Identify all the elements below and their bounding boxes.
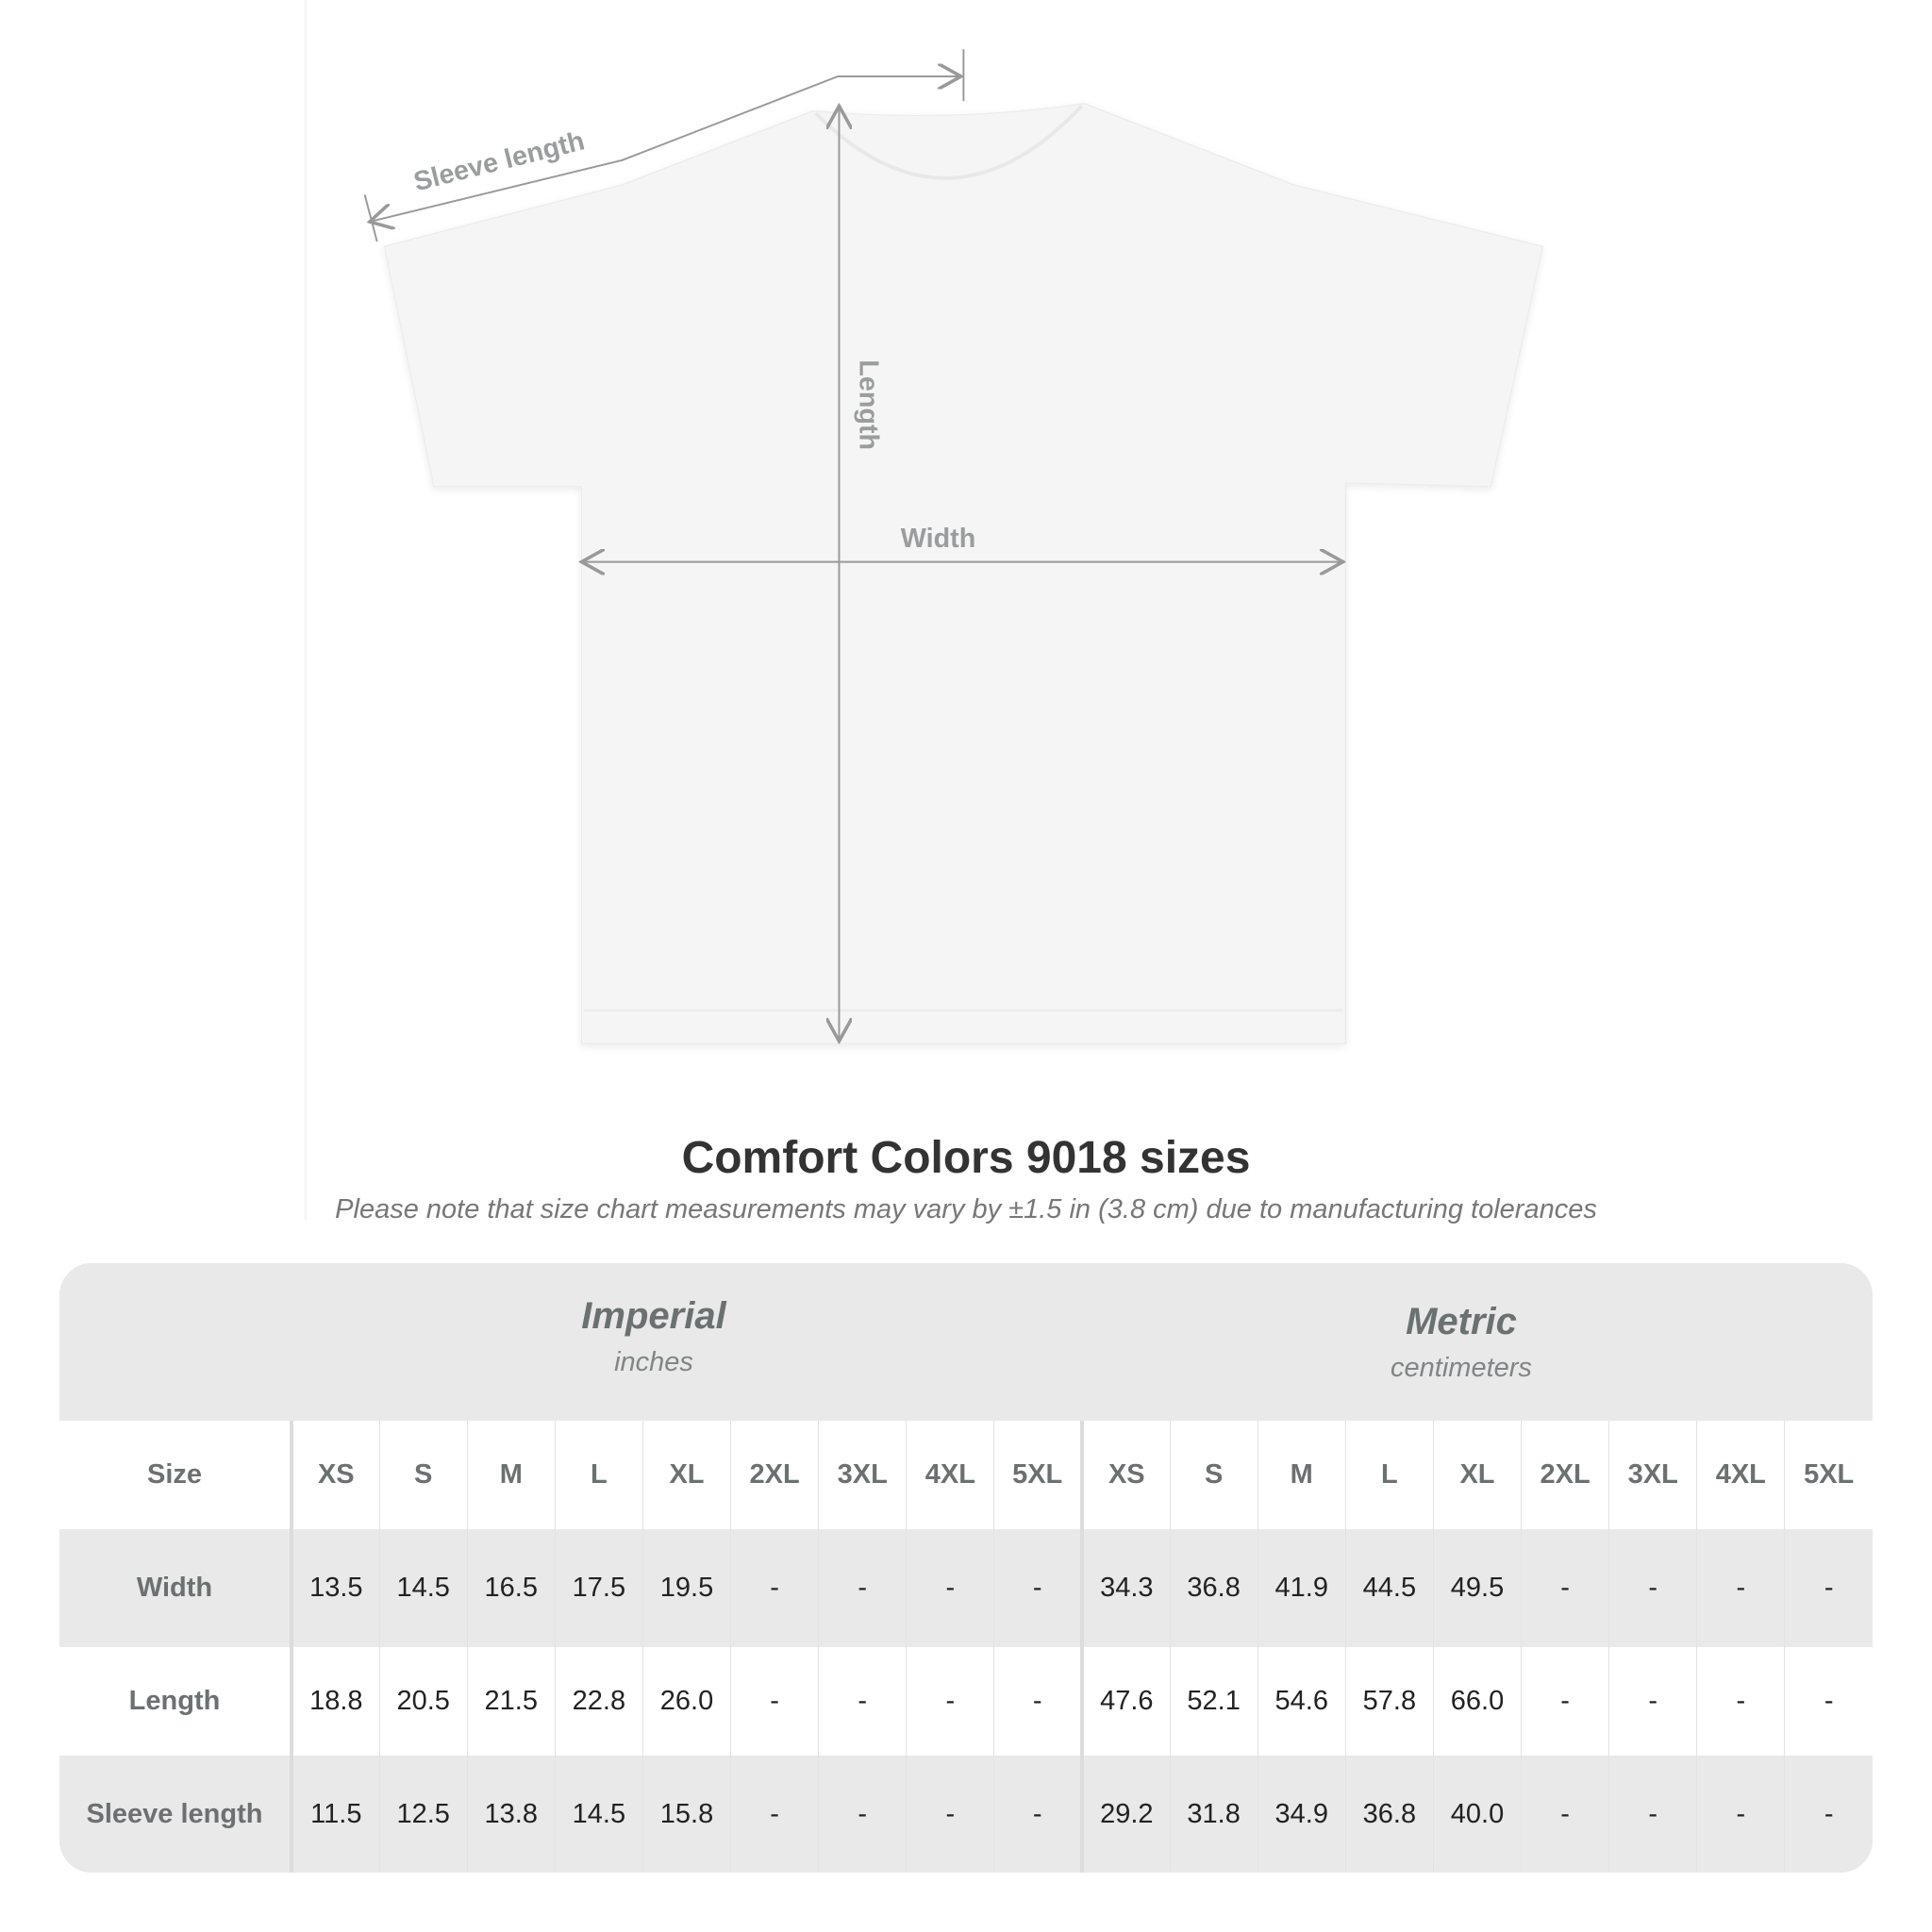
imperial-value: 20.5 <box>378 1647 468 1756</box>
imperial-size-header: L <box>554 1421 643 1529</box>
row-label: Length <box>59 1647 293 1756</box>
metric-value: - <box>1696 1529 1785 1647</box>
metric-value: 34.9 <box>1257 1756 1346 1873</box>
metric-value: - <box>1784 1529 1873 1647</box>
metric-value: - <box>1696 1647 1785 1756</box>
row-label: Sleeve length <box>59 1756 293 1873</box>
imperial-size-header: 3XL <box>818 1421 907 1529</box>
imperial-header: Imperial inches <box>324 1295 984 1378</box>
page-title: Comfort Colors 9018 sizes <box>681 1133 1251 1183</box>
imperial-value: 16.5 <box>466 1529 556 1647</box>
imperial-value: 13.5 <box>291 1529 380 1647</box>
metric-size-header: XS <box>1079 1421 1171 1529</box>
metric-size-header: L <box>1344 1421 1434 1529</box>
imperial-value: - <box>818 1647 907 1756</box>
metric-value: 40.0 <box>1432 1756 1522 1873</box>
imperial-value: 22.8 <box>554 1647 643 1756</box>
metric-value: 36.8 <box>1344 1756 1434 1873</box>
imperial-value: - <box>730 1529 819 1647</box>
imperial-size-header: 4XL <box>906 1421 994 1529</box>
metric-size-header: 2XL <box>1521 1421 1609 1529</box>
imperial-value: - <box>818 1529 907 1647</box>
imperial-value: - <box>818 1756 907 1873</box>
imperial-value: 14.5 <box>554 1756 643 1873</box>
size-table: Imperial inches Metric centimeters Size X… <box>59 1263 1873 1873</box>
metric-size-header: 4XL <box>1696 1421 1785 1529</box>
size-grid: Size XS S M L XL 2XL 3XL 4XL 5XL XS S M L XL 2XL 3XL 4XL 5… <box>59 1421 1873 1873</box>
metric-value: - <box>1608 1529 1697 1647</box>
metric-value: - <box>1784 1647 1873 1756</box>
metric-value: 31.8 <box>1169 1756 1258 1873</box>
metric-size-header: 3XL <box>1608 1421 1697 1529</box>
imperial-unit: inches <box>614 1347 693 1377</box>
imperial-value: 17.5 <box>554 1529 643 1647</box>
metric-size-header: S <box>1169 1421 1258 1529</box>
imperial-size-header: 5XL <box>993 1421 1082 1529</box>
size-label: Size <box>59 1421 293 1529</box>
imperial-value: - <box>730 1756 819 1873</box>
width-label: Width <box>901 524 975 554</box>
metric-value: 54.6 <box>1257 1647 1346 1756</box>
imperial-size-header: 2XL <box>730 1421 819 1529</box>
imperial-value: 14.5 <box>378 1529 468 1647</box>
metric-value: 44.5 <box>1344 1529 1434 1647</box>
metric-size-header: XL <box>1432 1421 1522 1529</box>
metric-value: 36.8 <box>1169 1529 1258 1647</box>
metric-title: Metric <box>1406 1301 1517 1342</box>
metric-value: - <box>1608 1756 1697 1873</box>
table-row: Length 18.8 20.5 21.5 22.8 26.0- - - -47.6 52.1 54… <box>59 1647 1873 1756</box>
metric-value: - <box>1696 1756 1785 1873</box>
imperial-value: 21.5 <box>466 1647 556 1756</box>
imperial-value: - <box>993 1756 1082 1873</box>
length-label: Length <box>854 359 884 450</box>
unit-header-band: Imperial inches Metric centimeters <box>59 1263 1873 1421</box>
imperial-value: 12.5 <box>378 1756 468 1873</box>
imperial-value: 11.5 <box>291 1756 380 1873</box>
metric-value: - <box>1521 1529 1609 1647</box>
metric-value: 47.6 <box>1079 1647 1171 1756</box>
imperial-value: - <box>993 1647 1082 1756</box>
imperial-value: 26.0 <box>641 1647 731 1756</box>
metric-value: 41.9 <box>1257 1529 1346 1647</box>
row-label: Width <box>59 1529 293 1647</box>
imperial-size-header: M <box>466 1421 556 1529</box>
metric-value: 29.2 <box>1079 1756 1171 1873</box>
imperial-value: - <box>906 1647 994 1756</box>
sleeve-length-arrow <box>370 76 961 222</box>
metric-value: 49.5 <box>1432 1529 1522 1647</box>
tshirt-shape <box>383 103 1544 1044</box>
metric-header: Metric centimeters <box>1131 1301 1791 1384</box>
imperial-value: - <box>906 1756 994 1873</box>
metric-value: - <box>1608 1647 1697 1756</box>
metric-size-header: 5XL <box>1784 1421 1873 1529</box>
imperial-value: 15.8 <box>641 1756 731 1873</box>
imperial-size-header: XL <box>641 1421 731 1529</box>
metric-value: 57.8 <box>1344 1647 1434 1756</box>
metric-value: 34.3 <box>1079 1529 1171 1647</box>
metric-size-header: M <box>1257 1421 1346 1529</box>
imperial-value: 13.8 <box>466 1756 556 1873</box>
imperial-title: Imperial <box>581 1295 726 1337</box>
tolerance-note: Please note that size chart measurements… <box>335 1194 1597 1224</box>
size-header-row: Size XS S M L XL 2XL 3XL 4XL 5XL XS S M L XL 2XL 3XL 4XL 5… <box>59 1421 1873 1529</box>
imperial-size-header: S <box>378 1421 468 1529</box>
metric-value: 66.0 <box>1432 1647 1522 1756</box>
sleeve-length-label: Sleeve length <box>410 125 587 197</box>
imperial-value: - <box>730 1647 819 1756</box>
table-row: Width 13.5 14.5 16.5 17.5 19.5- - - -34.3 36.8 41.… <box>59 1529 1873 1647</box>
metric-value: 52.1 <box>1169 1647 1258 1756</box>
imperial-value: 18.8 <box>291 1647 380 1756</box>
metric-value: - <box>1784 1756 1873 1873</box>
metric-value: - <box>1521 1756 1609 1873</box>
table-row: Sleeve length 11.5 12.5 13.8 14.5 15.8- - - -29.… <box>59 1756 1873 1873</box>
imperial-value: - <box>906 1529 994 1647</box>
imperial-size-header: XS <box>291 1421 380 1529</box>
metric-unit: centimeters <box>1391 1353 1532 1383</box>
imperial-value: 19.5 <box>641 1529 731 1647</box>
imperial-value: - <box>993 1529 1082 1647</box>
metric-value: - <box>1521 1647 1609 1756</box>
